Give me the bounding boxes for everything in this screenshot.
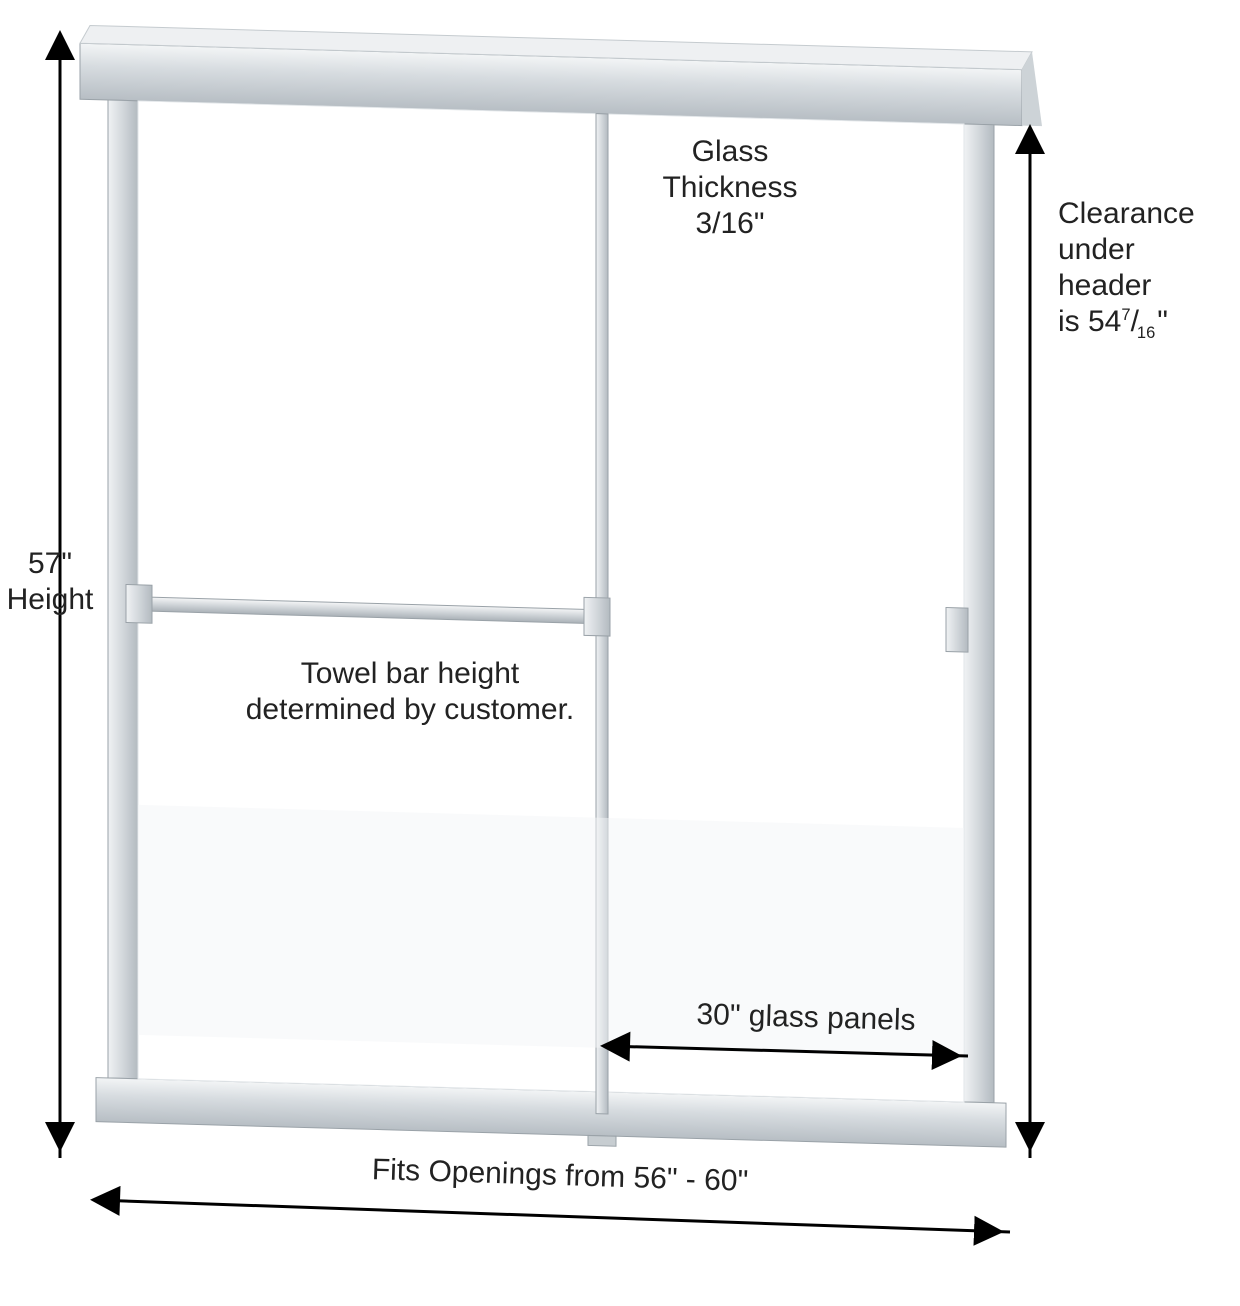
label-clearance-val: is 547/16"	[1058, 305, 1168, 338]
label-glass-thickness: Glass Thickness 3/16"	[640, 134, 820, 242]
arrow-panel-width	[606, 1046, 968, 1056]
dimension-arrows	[0, 0, 1240, 1306]
label-towel-bar: Towel bar height determined by customer.	[230, 656, 590, 728]
label-height-value: 57"	[28, 547, 72, 580]
label-clearance: Clearance under header is 547/16"	[1058, 196, 1228, 344]
arrow-opening-width	[96, 1200, 1010, 1232]
label-height-word: Height	[7, 583, 94, 616]
label-height: 57" Height	[0, 546, 100, 618]
